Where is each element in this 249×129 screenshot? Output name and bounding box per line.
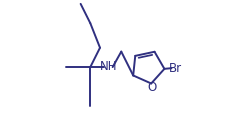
Text: NH: NH: [100, 60, 117, 73]
Text: O: O: [147, 81, 156, 94]
Text: Br: Br: [169, 62, 182, 75]
